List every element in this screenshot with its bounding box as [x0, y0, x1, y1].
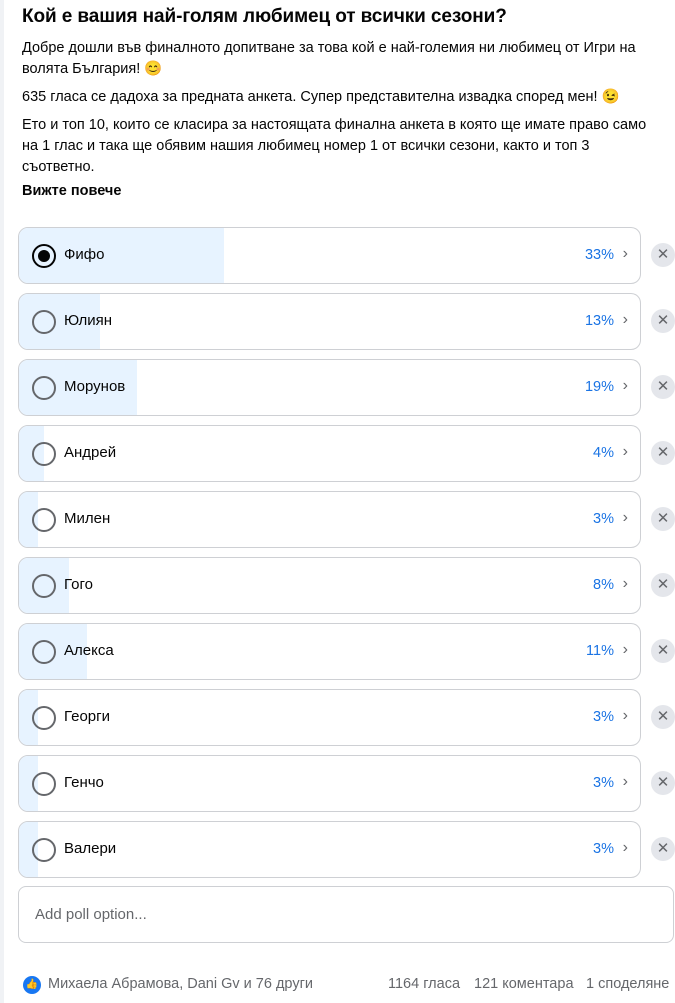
- option-label: Милен: [64, 510, 111, 527]
- radio-button[interactable]: [32, 508, 56, 532]
- option-label: Гого: [64, 576, 93, 593]
- poll-option[interactable]: Гого 8% ›: [18, 557, 641, 614]
- poll-option[interactable]: Алекса 11% ›: [18, 623, 641, 680]
- option-label: Валери: [64, 840, 117, 857]
- remove-option-close-icon[interactable]: ✕: [651, 375, 675, 399]
- remove-option-close-icon[interactable]: ✕: [651, 705, 675, 729]
- chevron-right-icon[interactable]: ›: [622, 773, 628, 790]
- remove-option-close-icon[interactable]: ✕: [651, 309, 675, 333]
- option-label: Юлиян: [64, 312, 113, 329]
- option-label: Морунов: [64, 378, 126, 395]
- remove-option-close-icon[interactable]: ✕: [651, 507, 675, 531]
- poll-option[interactable]: Генчо 3% ›: [18, 755, 641, 812]
- reactions-text[interactable]: Михаела Абрамова, Dani Gv и 76 други: [48, 976, 313, 992]
- left-edge: [0, 0, 4, 1003]
- poll-option[interactable]: Юлиян 13% ›: [18, 293, 641, 350]
- radio-button[interactable]: [32, 706, 56, 730]
- option-label: Фифо: [64, 246, 105, 263]
- radio-button[interactable]: [32, 442, 56, 466]
- option-label: Генчо: [64, 774, 104, 791]
- option-percent[interactable]: 4%: [593, 445, 614, 461]
- option-percent[interactable]: 3%: [593, 841, 614, 857]
- vote-bar: [19, 492, 38, 547]
- option-percent[interactable]: 3%: [593, 511, 614, 527]
- option-percent[interactable]: 19%: [584, 379, 614, 395]
- comments-count[interactable]: 121 коментара: [474, 976, 574, 992]
- chevron-right-icon[interactable]: ›: [622, 377, 628, 394]
- chevron-right-icon[interactable]: ›: [622, 509, 628, 526]
- remove-option-close-icon[interactable]: ✕: [651, 837, 675, 861]
- vote-bar: [19, 822, 38, 877]
- chevron-right-icon[interactable]: ›: [622, 707, 628, 724]
- remove-option-close-icon[interactable]: ✕: [651, 441, 675, 465]
- poll-option[interactable]: Андрей 4% ›: [18, 425, 641, 482]
- remove-option-close-icon[interactable]: ✕: [651, 639, 675, 663]
- radio-button[interactable]: [32, 772, 56, 796]
- radio-button[interactable]: [32, 310, 56, 334]
- post-paragraph: Ето и топ 10, които се класира за настоя…: [22, 117, 647, 175]
- add-poll-option-input[interactable]: [18, 886, 674, 943]
- poll-option[interactable]: Валери 3% ›: [18, 821, 641, 878]
- remove-option-close-icon[interactable]: ✕: [651, 243, 675, 267]
- option-label: Андрей: [64, 444, 117, 461]
- radio-button[interactable]: [32, 640, 56, 664]
- vote-bar: [19, 690, 38, 745]
- chevron-right-icon[interactable]: ›: [622, 245, 628, 262]
- chevron-right-icon[interactable]: ›: [622, 443, 628, 460]
- chevron-right-icon[interactable]: ›: [622, 641, 628, 658]
- option-percent[interactable]: 3%: [593, 775, 614, 791]
- shares-count[interactable]: 1 споделяне: [586, 976, 670, 992]
- option-percent[interactable]: 8%: [593, 577, 614, 593]
- radio-button[interactable]: [32, 838, 56, 862]
- option-percent[interactable]: 13%: [584, 313, 614, 329]
- radio-button[interactable]: [32, 244, 56, 268]
- poll-option[interactable]: Морунов 19% ›: [18, 359, 641, 416]
- vote-bar: [19, 756, 38, 811]
- post-paragraph: Добре дошли във финалното допитване за т…: [22, 40, 636, 77]
- option-percent[interactable]: 11%: [586, 643, 614, 659]
- chevron-right-icon[interactable]: ›: [622, 311, 628, 328]
- remove-option-close-icon[interactable]: ✕: [651, 573, 675, 597]
- chevron-right-icon[interactable]: ›: [622, 839, 628, 856]
- remove-option-close-icon[interactable]: ✕: [651, 771, 675, 795]
- option-percent[interactable]: 33%: [584, 247, 614, 263]
- radio-button[interactable]: [32, 376, 56, 400]
- poll-option[interactable]: Милен 3% ›: [18, 491, 641, 548]
- poll-option[interactable]: Фифо 33% ›: [18, 227, 641, 284]
- see-more-link[interactable]: Вижте повече: [22, 183, 122, 199]
- like-icon: 👍: [23, 976, 41, 994]
- option-label: Георги: [64, 708, 110, 725]
- post-title: Кой е вашия най-голям любимец от всички …: [22, 6, 507, 27]
- poll-option[interactable]: Георги 3% ›: [18, 689, 641, 746]
- post-paragraph: 635 гласа се дадоха за предната анкета. …: [22, 89, 620, 105]
- chevron-right-icon[interactable]: ›: [622, 575, 628, 592]
- radio-button[interactable]: [32, 574, 56, 598]
- option-percent[interactable]: 3%: [593, 709, 614, 725]
- option-label: Алекса: [64, 642, 114, 659]
- votes-count[interactable]: 1164 гласа: [388, 976, 461, 992]
